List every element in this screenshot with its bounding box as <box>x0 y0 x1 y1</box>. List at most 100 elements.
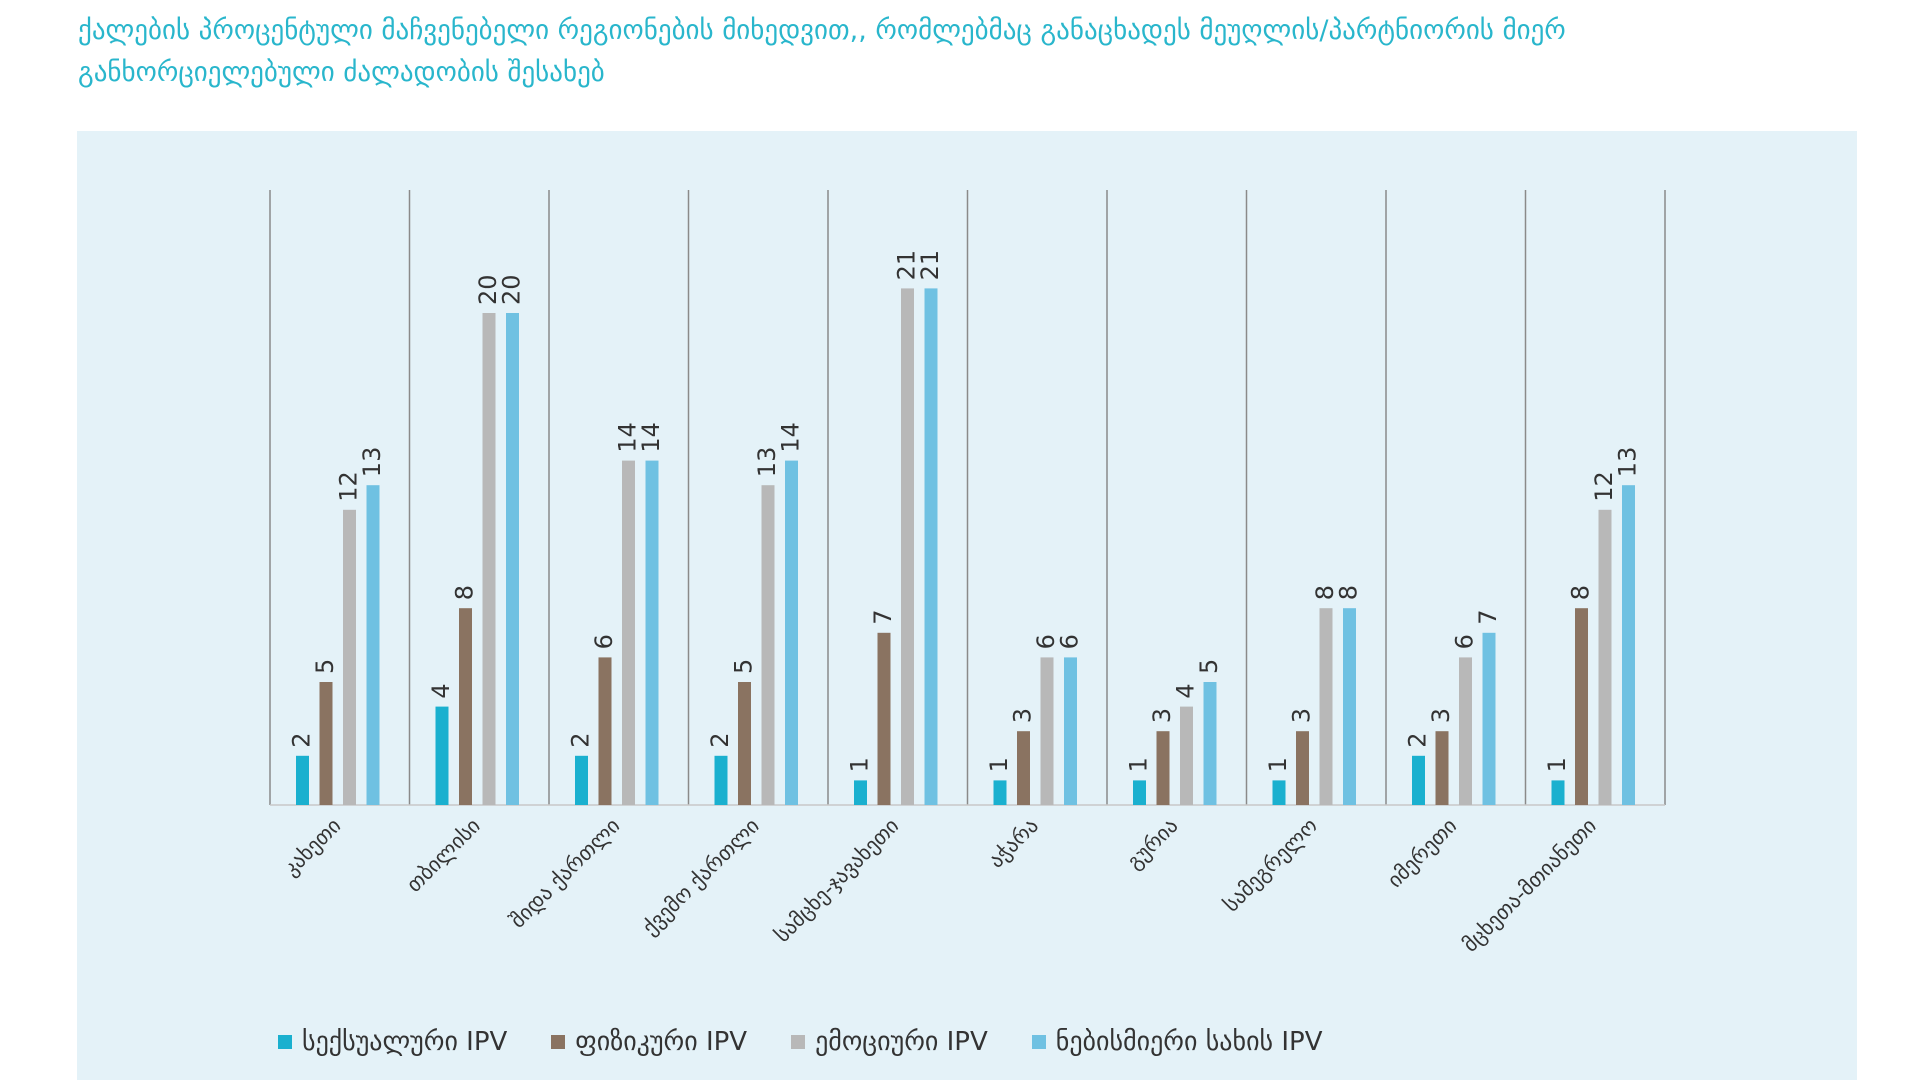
category-label: სამცხე-ჯავახეთი <box>770 814 903 947</box>
legend-item: ემოციური IPV <box>791 1027 988 1057</box>
data-label: 20 <box>498 274 526 305</box>
bar <box>877 632 891 805</box>
data-label: 3 <box>1427 708 1455 723</box>
data-label: 14 <box>637 422 665 453</box>
bar <box>1203 682 1217 805</box>
bar <box>645 460 659 805</box>
data-label: 1 <box>985 757 1013 772</box>
data-label: 1 <box>1543 757 1571 772</box>
bar <box>1040 657 1054 805</box>
data-label: 1 <box>1125 757 1153 772</box>
data-label: 6 <box>1032 634 1060 649</box>
category-label: სამეგრელო <box>1219 814 1322 917</box>
bar <box>598 657 612 805</box>
data-label: 2 <box>567 733 595 748</box>
bar <box>761 485 775 805</box>
bar <box>738 682 751 805</box>
data-label: 5 <box>1195 659 1223 674</box>
category-label: აჭარა <box>984 814 1043 873</box>
data-label: 6 <box>1056 634 1084 649</box>
bar <box>1180 706 1193 805</box>
data-label: 3 <box>1148 708 1176 723</box>
bar <box>854 780 867 805</box>
legend-swatch <box>278 1035 292 1049</box>
legend-item: ნებისმიერი სახის IPV <box>1031 1027 1323 1057</box>
legend-label: სექსუალური IPV <box>302 1027 508 1057</box>
bar <box>1017 731 1030 805</box>
legend-swatch <box>791 1035 806 1049</box>
data-label: 8 <box>451 585 479 600</box>
data-label: 3 <box>1288 708 1316 723</box>
legend-item: ფიზიკური IPV <box>551 1027 747 1057</box>
data-label: 8 <box>1311 585 1339 600</box>
category-label: იმერეთი <box>1383 814 1462 893</box>
data-label: 2 <box>1404 733 1432 748</box>
chart-title-line-1: ქალების პროცენტული მაჩვენებელი რეგიონები… <box>78 15 1566 46</box>
bar <box>1343 608 1356 805</box>
bar <box>1064 657 1077 805</box>
chart-title-line-2: განხორციელებული ძალადობის შესახებ <box>78 57 605 88</box>
bar <box>1272 780 1286 805</box>
bar <box>993 780 1007 805</box>
bar <box>1575 608 1588 805</box>
bar <box>435 706 449 805</box>
data-label: 6 <box>1451 634 1479 649</box>
chart-title: ქალების პროცენტული მაჩვენებელი რეგიონები… <box>78 10 1838 94</box>
bar <box>1319 608 1333 805</box>
data-label: 13 <box>753 447 781 478</box>
data-label: 8 <box>1335 585 1363 600</box>
legend-swatch <box>1031 1035 1046 1049</box>
data-label: 8 <box>1567 585 1595 600</box>
chart-legend: სექსუალური IPV ფიზიკური IPV ემოციური IPV ნე… <box>278 1025 1323 1059</box>
bar <box>575 755 588 805</box>
bar <box>482 313 496 805</box>
data-label: 21 <box>893 250 921 281</box>
data-label: 4 <box>427 683 455 698</box>
bar <box>343 509 356 805</box>
data-label: 3 <box>1009 708 1037 723</box>
bar <box>366 485 380 805</box>
bar <box>1551 780 1565 805</box>
bar <box>714 755 728 805</box>
bar <box>901 288 914 805</box>
legend-item: სექსუალური IPV <box>278 1027 507 1057</box>
data-label: 21 <box>916 250 944 281</box>
legend-swatch <box>551 1035 566 1049</box>
data-label: 14 <box>614 422 642 453</box>
bar <box>785 460 798 805</box>
data-label: 4 <box>1172 683 1200 698</box>
bar <box>1459 657 1472 805</box>
data-label: 20 <box>474 274 502 305</box>
legend-label: ფიზიკური IPV <box>575 1027 748 1057</box>
data-label: 5 <box>730 659 758 674</box>
category-label: მცხეთა-მთიანეთი <box>1458 814 1601 957</box>
bar <box>622 460 635 805</box>
legend-label: ნებისმიერი სახის IPV <box>1055 1027 1323 1057</box>
data-label: 1 <box>846 757 874 772</box>
data-label: 13 <box>1614 447 1642 478</box>
data-label: 1 <box>1264 757 1292 772</box>
bar <box>1482 632 1496 805</box>
data-label: 12 <box>1590 471 1618 502</box>
data-label: 2 <box>706 733 734 748</box>
category-label: გურია <box>1122 814 1182 874</box>
category-label: თბილისი <box>402 814 485 897</box>
bar <box>1435 731 1449 805</box>
data-label: 7 <box>1474 610 1502 625</box>
bar <box>319 682 333 805</box>
bar <box>506 313 519 805</box>
bar <box>1598 509 1612 805</box>
bar <box>1622 485 1635 805</box>
data-label: 13 <box>358 447 386 478</box>
category-label: ქვემო ქართლი <box>638 814 764 940</box>
data-label: 6 <box>590 634 618 649</box>
bar <box>459 608 472 805</box>
data-label: 7 <box>869 610 897 625</box>
data-label: 2 <box>288 733 316 748</box>
category-label: კახეთი <box>279 814 346 881</box>
bar <box>1156 731 1170 805</box>
category-label: შიდა ქართლი <box>505 814 624 933</box>
legend-label: ემოციური IPV <box>815 1027 988 1057</box>
bar <box>1412 755 1425 805</box>
